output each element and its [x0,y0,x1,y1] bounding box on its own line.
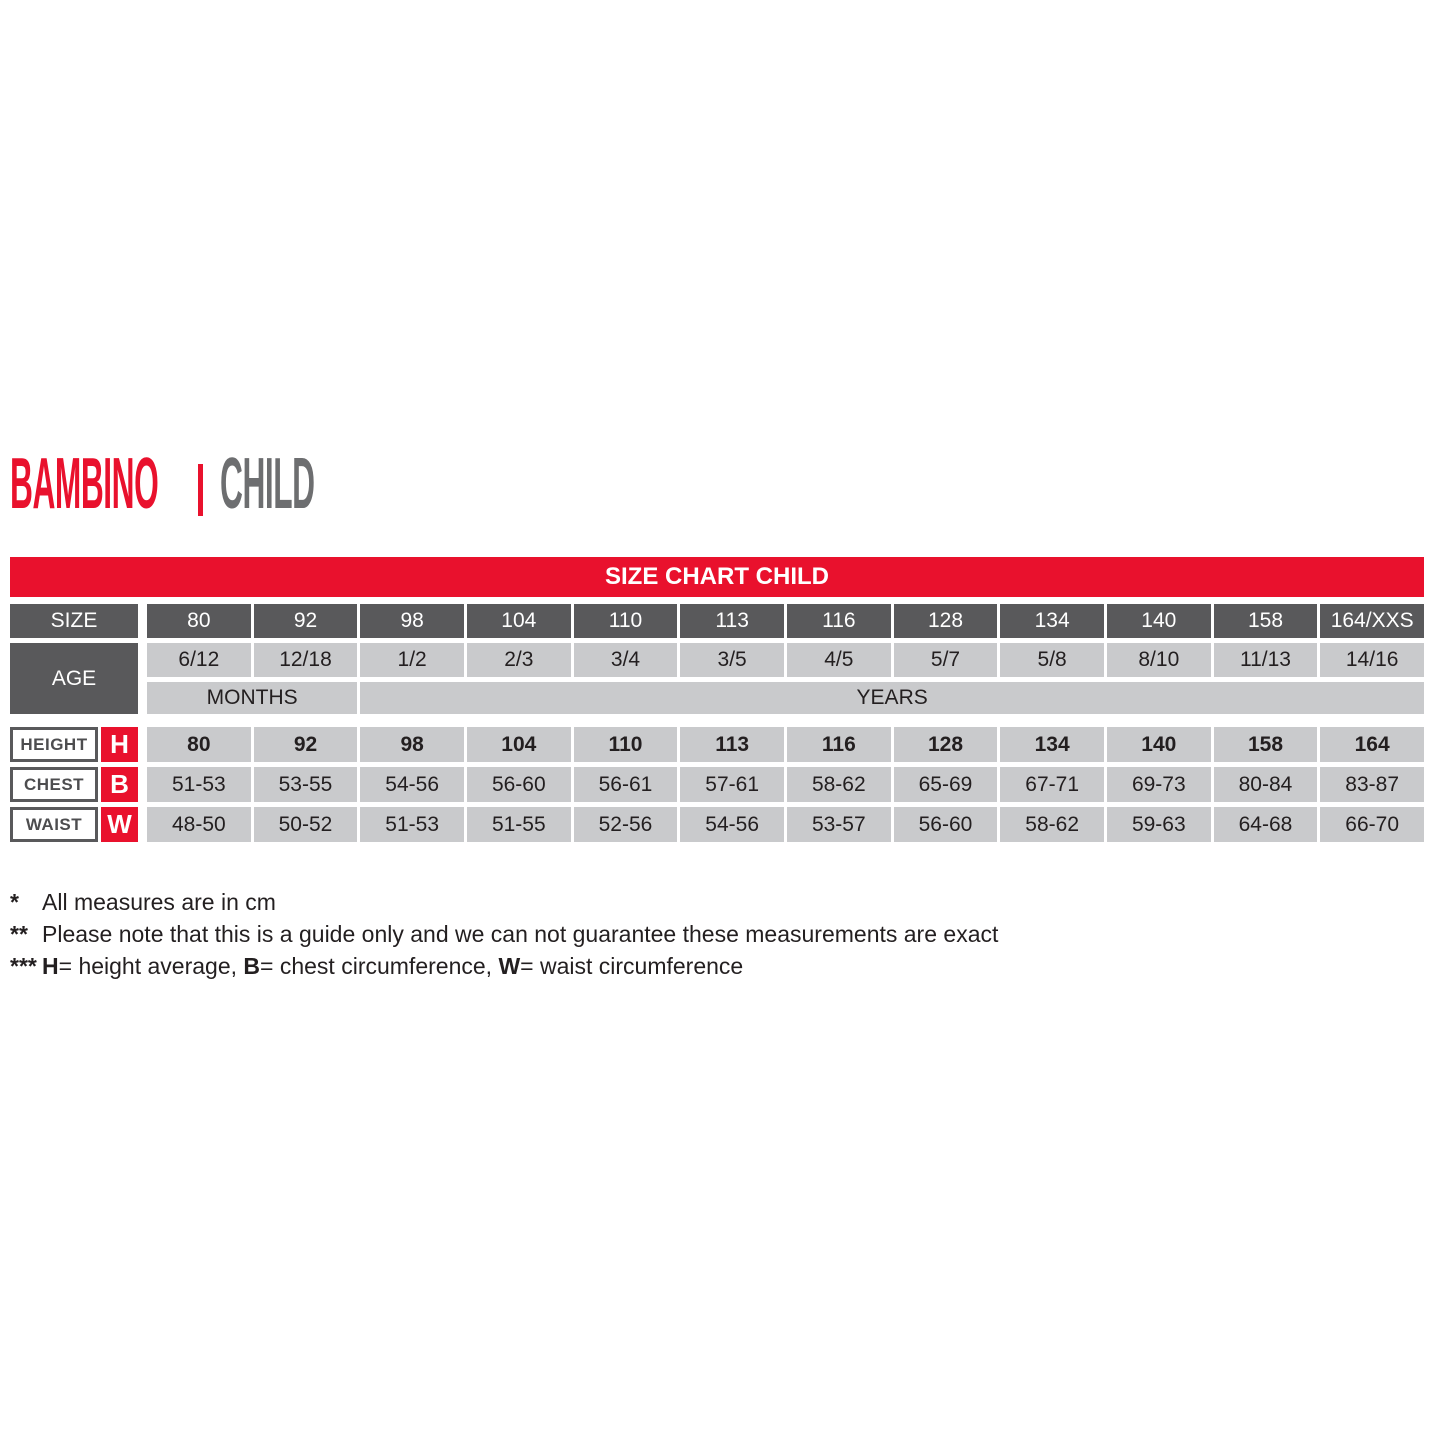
waist-cell: 52-56 [573,807,678,842]
footnote-text-segment: = chest circumference, [260,953,499,979]
size-age-table: SIZE 80 92 98 104 110 113 116 128 134 140 158 164/X… [10,604,1424,714]
waist-row-header: WAIST [10,807,98,842]
chest-cell: 80-84 [1213,767,1318,802]
measurements-table: HEIGHT H 80 92 98 104 110 113 116 128 134 140 158 1… [10,727,1424,842]
waist-cell: 56-60 [893,807,998,842]
footnote-text-segment: = height average, [58,953,244,979]
waist-cell: 66-70 [1320,807,1424,842]
footnote-marker: *** [10,953,37,979]
size-cell: 134 [1000,604,1104,638]
footnote-term: H [42,953,59,979]
age-cell: 4/5 [786,643,891,677]
chest-cell: 65-69 [893,767,998,802]
page-title: BAMBINO CHILD [10,448,710,520]
footnote-guide: ** Please note that this is a guide only… [10,918,998,950]
waist-cell: 64-68 [1213,807,1318,842]
waist-cell: 53-57 [786,807,891,842]
age-cell: 11/13 [1213,643,1318,677]
footnote-text: All measures are in cm [42,889,276,915]
height-cell: 134 [1000,727,1104,762]
page-title-primary: BAMBINO [10,444,159,524]
size-cell: 98 [360,604,464,638]
age-cell: 12/18 [253,643,358,677]
age-cell: 2/3 [466,643,571,677]
footnotes: * All measures are in cm ** Please note … [10,886,998,982]
chest-cell: 53-55 [253,767,358,802]
page-title-secondary: CHILD [220,444,315,524]
size-cell: 164/XXS [1320,604,1424,638]
chest-cell: 67-71 [1000,767,1104,802]
waist-badge: W [101,807,138,842]
chest-cell: 83-87 [1320,767,1424,802]
height-cell: 158 [1213,727,1318,762]
age-cell: 8/10 [1106,643,1211,677]
height-cell: 140 [1106,727,1211,762]
size-cell: 104 [466,604,571,638]
size-cell: 110 [573,604,678,638]
footnote-marker: * [10,889,19,915]
footnote-legend: *** H= height average, B= chest circumfe… [10,950,998,982]
age-cell: 5/8 [1000,643,1104,677]
height-cell: 164 [1320,727,1424,762]
table-banner: SIZE CHART CHILD [10,557,1424,597]
chest-badge: B [101,767,138,802]
age-cell: 6/12 [147,643,251,677]
footnote-term: W [498,953,521,979]
chest-cell: 56-61 [573,767,678,802]
waist-cell: 50-52 [253,807,358,842]
size-cell: 158 [1213,604,1318,638]
height-cell: 98 [360,727,464,762]
size-cell: 128 [893,604,998,638]
table-banner-label: SIZE CHART CHILD [605,563,829,590]
footnote-text-segment: = waist circumference [520,953,744,979]
size-cell: 116 [786,604,891,638]
size-cell: 80 [147,604,251,638]
waist-cell: 48-50 [147,807,251,842]
footnote-measures: * All measures are in cm [10,886,998,918]
height-cell: 128 [893,727,998,762]
age-unit-years: YEARS [360,682,1424,714]
height-cell: 110 [573,727,678,762]
size-cell: 140 [1106,604,1211,638]
height-row-header: HEIGHT [10,727,98,762]
age-cell: 3/4 [573,643,678,677]
age-unit-months: MONTHS [147,682,358,714]
chest-cell: 58-62 [786,767,891,802]
title-separator [198,464,203,516]
footnote-term: B [243,953,261,979]
height-cell: 104 [466,727,571,762]
height-cell: 116 [786,727,891,762]
chest-cell: 69-73 [1106,767,1211,802]
age-cell: 3/5 [680,643,784,677]
age-row-header: AGE [10,643,138,714]
size-cell: 113 [680,604,784,638]
age-cell: 1/2 [360,643,464,677]
waist-cell: 51-53 [360,807,464,842]
age-cell: 5/7 [893,643,998,677]
waist-cell: 59-63 [1106,807,1211,842]
footnote-marker: ** [10,921,28,947]
waist-cell: 58-62 [1000,807,1104,842]
height-cell: 113 [680,727,784,762]
size-cell: 92 [253,604,358,638]
footnote-text: Please note that this is a guide only an… [42,921,999,947]
height-cell: 80 [147,727,251,762]
age-cell: 14/16 [1320,643,1424,677]
footnote-text: H= height average, B= chest circumferenc… [42,950,743,982]
height-cell: 92 [253,727,358,762]
chest-cell: 56-60 [466,767,571,802]
chest-cell: 51-53 [147,767,251,802]
waist-cell: 51-55 [466,807,571,842]
chest-row-header: CHEST [10,767,98,802]
chest-cell: 54-56 [360,767,464,802]
height-badge: H [101,727,138,762]
size-row-header: SIZE [10,604,138,638]
waist-cell: 54-56 [680,807,784,842]
chest-cell: 57-61 [680,767,784,802]
